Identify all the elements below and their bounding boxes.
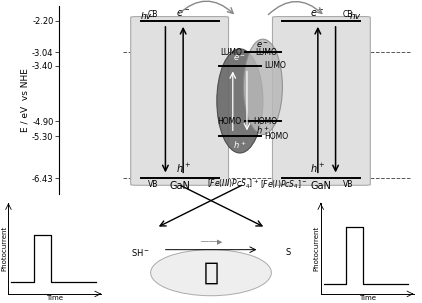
- Text: HOMO: HOMO: [253, 117, 277, 126]
- Text: LUMO: LUMO: [255, 48, 277, 57]
- Text: $h^+$: $h^+$: [256, 124, 270, 136]
- X-axis label: Time: Time: [46, 295, 63, 301]
- Text: hv: hv: [349, 12, 360, 21]
- Text: $h^+$: $h^+$: [310, 161, 325, 175]
- Text: GaN: GaN: [311, 181, 332, 191]
- Text: hv: hv: [141, 12, 152, 21]
- Text: CB: CB: [343, 10, 353, 19]
- Text: $e^-$: $e^-$: [311, 8, 325, 19]
- FancyBboxPatch shape: [273, 17, 371, 185]
- Text: S: S: [285, 248, 290, 257]
- Text: HOMO: HOMO: [265, 132, 289, 141]
- Text: $h^+$: $h^+$: [176, 161, 191, 175]
- Ellipse shape: [151, 250, 271, 296]
- Y-axis label: E / eV  vs NHE: E / eV vs NHE: [20, 68, 29, 132]
- Y-axis label: Photocurrent: Photocurrent: [1, 226, 7, 271]
- Ellipse shape: [217, 49, 263, 153]
- Ellipse shape: [243, 39, 282, 135]
- Text: $[Fe(I)PcS_4]^-$: $[Fe(I)PcS_4]^-$: [260, 178, 308, 191]
- Text: VB: VB: [148, 180, 158, 189]
- Text: LUMO: LUMO: [220, 48, 242, 57]
- Text: CB: CB: [148, 10, 158, 19]
- FancyBboxPatch shape: [131, 17, 229, 185]
- X-axis label: Time: Time: [359, 295, 376, 301]
- Text: $e^-$: $e^-$: [176, 8, 191, 19]
- Text: GaN: GaN: [169, 181, 190, 191]
- Text: SH$^-$: SH$^-$: [131, 247, 150, 258]
- Text: ────▶: ────▶: [200, 239, 222, 245]
- Text: LUMO: LUMO: [265, 61, 287, 70]
- Text: $e^-$: $e^-$: [233, 53, 246, 63]
- Text: $[Fe(III)PcS_4]^+$: $[Fe(III)PcS_4]^+$: [207, 178, 259, 191]
- Text: VB: VB: [343, 180, 353, 189]
- Text: HOMO: HOMO: [217, 117, 242, 126]
- Text: $e^-$: $e^-$: [257, 40, 269, 50]
- Y-axis label: Photocurrent: Photocurrent: [313, 226, 319, 271]
- Text: 🐁: 🐁: [203, 261, 219, 285]
- Text: $h^+$: $h^+$: [233, 139, 246, 151]
